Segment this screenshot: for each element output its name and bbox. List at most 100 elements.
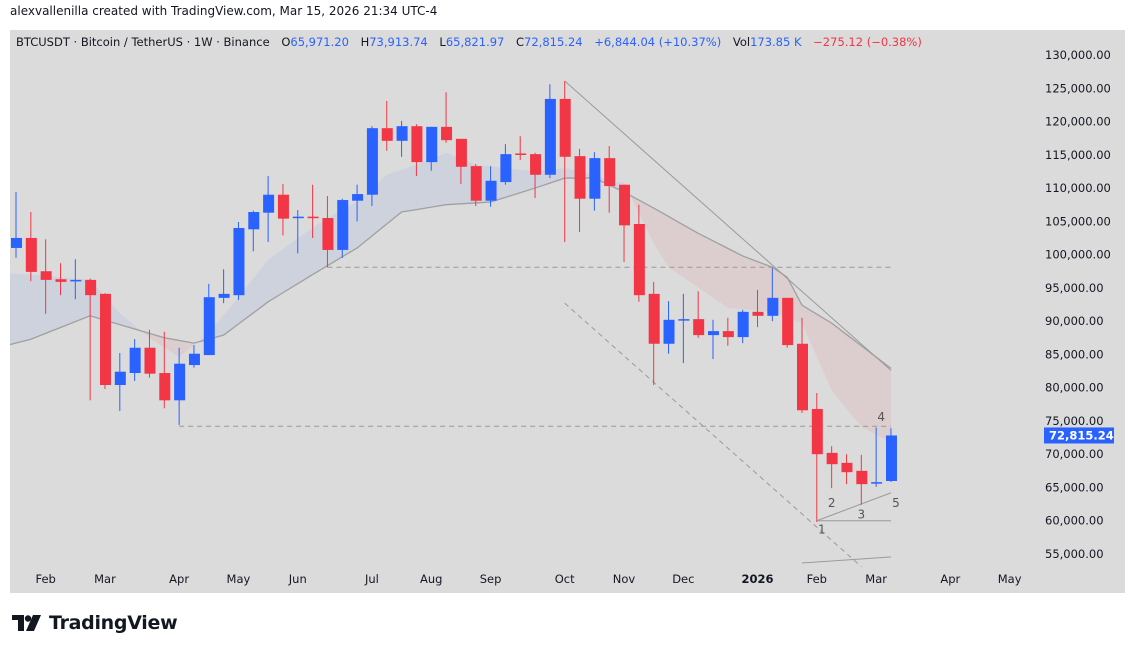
open-label: O [281, 35, 291, 49]
ma-band-fill [831, 323, 847, 409]
candle [767, 267, 779, 322]
volume-label: Vol [732, 35, 751, 49]
x-axis-tick-label: Feb [807, 572, 827, 586]
candle [337, 198, 349, 258]
candle-body [693, 319, 705, 336]
ma-band-fill [683, 224, 699, 288]
last-price-badge [1044, 427, 1114, 444]
ma-band-fill [846, 334, 862, 427]
ma-band-fill [238, 278, 254, 325]
wave-label-4: 4 [877, 410, 885, 424]
y-axis-tick-label: 105,000.00 [1045, 214, 1111, 228]
candle [455, 138, 467, 185]
candle [619, 184, 631, 262]
ma-band-fill [727, 248, 743, 310]
trend-line [801, 556, 892, 564]
candle [352, 184, 364, 222]
candle-body [218, 293, 230, 298]
candle [248, 210, 260, 252]
candle-body [574, 156, 586, 199]
dashed-trend-line [564, 302, 862, 568]
ma-band-fill [861, 345, 877, 435]
candle [426, 126, 438, 171]
symbol-title[interactable]: BTCUSDT · Bitcoin / TetherUS · 1W · Bina… [16, 35, 270, 49]
ma-band-fill [193, 333, 209, 346]
candle-body [515, 153, 527, 155]
candle-body [352, 194, 364, 201]
candle-body [485, 180, 497, 201]
y-axis-tick-label: 95,000.00 [1045, 281, 1104, 295]
candle-body [530, 154, 542, 175]
candle-body [782, 297, 794, 346]
x-axis-tick-label: Apr [169, 572, 189, 586]
candle [530, 152, 542, 199]
candle [470, 164, 482, 207]
candle-body [752, 311, 764, 316]
candle-body [381, 128, 393, 141]
candle [292, 210, 304, 254]
x-axis-tick-label: Sep [480, 572, 502, 586]
ma-band-fill [816, 314, 832, 391]
ma-band-fill [638, 200, 654, 244]
candle [485, 166, 497, 207]
candle [633, 204, 645, 302]
ma-band-fill [268, 248, 283, 302]
tradingview-logo[interactable]: TradingView [12, 612, 178, 634]
ma-band-fill [253, 259, 269, 313]
candle [322, 196, 334, 268]
candle-body [663, 319, 675, 344]
tradingview-wordmark: TradingView [49, 612, 178, 634]
candle-body [737, 311, 749, 338]
candle [99, 293, 111, 389]
candle-body [159, 373, 171, 401]
candle [70, 259, 82, 300]
ma-band-fill [401, 164, 417, 213]
high-label: H [360, 35, 370, 49]
low-value: 65,821.97 [445, 35, 505, 49]
x-axis-tick-label: Aug [420, 572, 442, 586]
ma-band-fill [876, 357, 891, 443]
candle-body [470, 166, 482, 201]
candle-body [722, 331, 734, 338]
ma-band-fill [10, 273, 31, 345]
candle [648, 281, 660, 386]
y-axis-tick-label: 60,000.00 [1045, 514, 1104, 528]
volume-value: 173.85 K [750, 35, 802, 49]
y-axis-tick-label: 110,000.00 [1045, 181, 1111, 195]
candle [144, 329, 156, 378]
high-value: 73,913.74 [369, 35, 428, 49]
candle-body [129, 347, 141, 374]
ma-band-fill [282, 237, 298, 293]
candle [722, 317, 734, 346]
ma-band-fill [223, 297, 239, 336]
candle [811, 392, 823, 523]
low-label: L [439, 35, 446, 49]
y-axis-tick-label: 55,000.00 [1045, 547, 1104, 561]
ma-band-fill [713, 240, 728, 308]
candle-body [188, 353, 200, 366]
candle-body [767, 297, 779, 316]
candle-body [826, 452, 838, 465]
candle-body [70, 279, 82, 282]
candle-body [411, 126, 423, 163]
trend-line [816, 492, 892, 522]
ma-band-fill [416, 158, 432, 210]
y-axis-tick-label: 100,000.00 [1045, 248, 1111, 262]
candle [114, 353, 126, 411]
candle [663, 301, 675, 354]
candle [381, 100, 393, 151]
candle-body [337, 200, 349, 250]
candle [782, 297, 794, 348]
candle-body [455, 138, 467, 167]
candle [826, 446, 838, 489]
candle [708, 319, 720, 360]
candle-body [678, 319, 690, 321]
candle [574, 148, 586, 232]
candle [129, 339, 141, 382]
candle [411, 124, 423, 177]
candle [515, 136, 527, 161]
x-axis-tick-label: Jul [364, 572, 379, 586]
y-axis-tick-label: 75,000.00 [1045, 414, 1104, 428]
candle-body [648, 293, 660, 344]
